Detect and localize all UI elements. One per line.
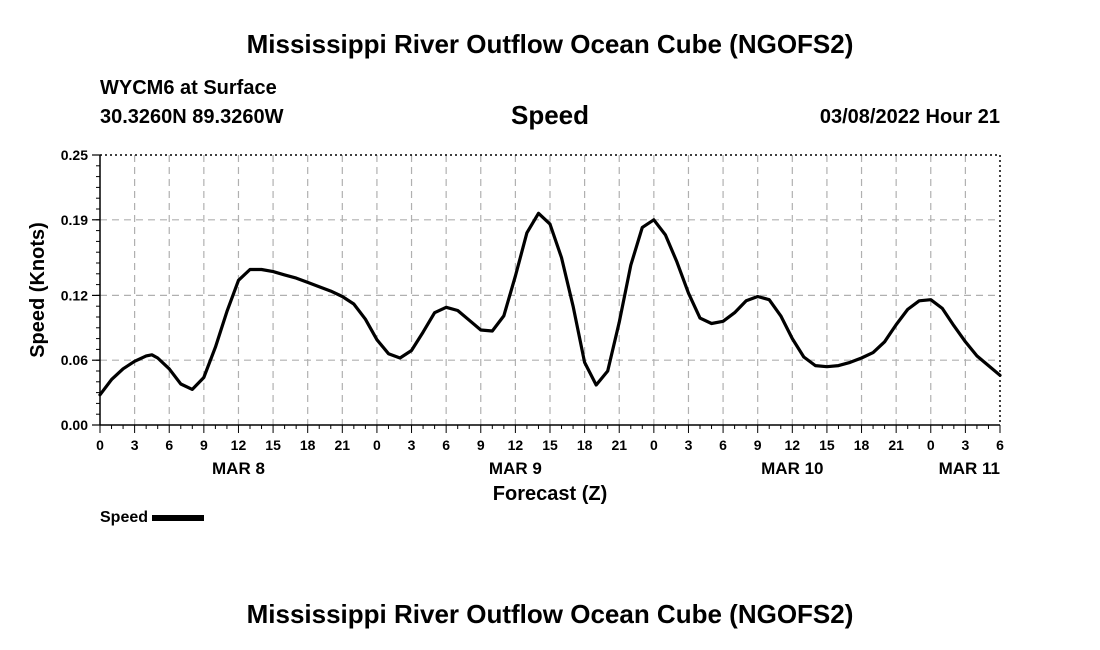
x-tick-label: 21 xyxy=(888,437,904,453)
chart-title: Speed xyxy=(510,100,590,130)
x-tick-label: 0 xyxy=(96,437,104,453)
legend: Speed xyxy=(100,509,205,527)
date-label: MAR 8 xyxy=(212,459,265,478)
date-label: MAR 11 xyxy=(939,459,1000,478)
x-tick-label: 18 xyxy=(854,437,870,453)
x-tick-label: 0 xyxy=(927,437,935,453)
x-tick-label: 3 xyxy=(685,437,693,453)
y-tick-label: 0.00 xyxy=(61,417,88,433)
x-tick-label: 9 xyxy=(200,437,208,453)
x-tick-label: 12 xyxy=(231,437,247,453)
y-tick-label: 0.25 xyxy=(61,147,88,163)
x-tick-label: 6 xyxy=(719,437,727,453)
y-tick-label: 0.12 xyxy=(61,287,88,303)
coordinates-label: 30.3260N 89.3260W xyxy=(100,106,284,128)
x-tick-label: 6 xyxy=(442,437,450,453)
x-tick-label: 3 xyxy=(408,437,416,453)
forecast-datetime: 03/08/2022 Hour 21 xyxy=(819,106,1000,128)
x-tick-label: 0 xyxy=(373,437,381,453)
y-axis-title: Speed (Knots) xyxy=(27,222,49,358)
speed-series-line xyxy=(98,211,1002,397)
x-tick-label: 0 xyxy=(650,437,658,453)
main-title: Mississippi River Outflow Ocean Cube (NG… xyxy=(246,29,854,59)
x-tick-label: 9 xyxy=(754,437,762,453)
x-tick-label: 15 xyxy=(265,437,281,453)
x-tick-label: 15 xyxy=(819,437,835,453)
y-tick-label: 0.06 xyxy=(61,352,88,368)
station-label: WYCM6 at Surface xyxy=(100,77,277,99)
x-tick-label: 12 xyxy=(785,437,801,453)
x-tick-label: 12 xyxy=(508,437,524,453)
legend-swatch xyxy=(152,515,205,521)
legend-label: Speed xyxy=(100,509,149,526)
x-tick-label: 3 xyxy=(131,437,139,453)
x-tick-label: 21 xyxy=(335,437,351,453)
date-label: MAR 10 xyxy=(761,459,823,478)
x-tick-label: 9 xyxy=(477,437,485,453)
main-title-bottom: Mississippi River Outflow Ocean Cube (NG… xyxy=(246,599,854,629)
x-tick-label: 3 xyxy=(961,437,969,453)
x-tick-label: 18 xyxy=(300,437,316,453)
date-label: MAR 9 xyxy=(489,459,542,478)
x-tick-label: 15 xyxy=(542,437,558,453)
y-tick-label: 0.19 xyxy=(61,212,88,228)
x-tick-label: 6 xyxy=(996,437,1004,453)
x-tick-label: 21 xyxy=(611,437,627,453)
x-tick-label: 6 xyxy=(165,437,173,453)
x-tick-label: 18 xyxy=(577,437,593,453)
x-axis-title: Forecast (Z) xyxy=(493,483,607,505)
